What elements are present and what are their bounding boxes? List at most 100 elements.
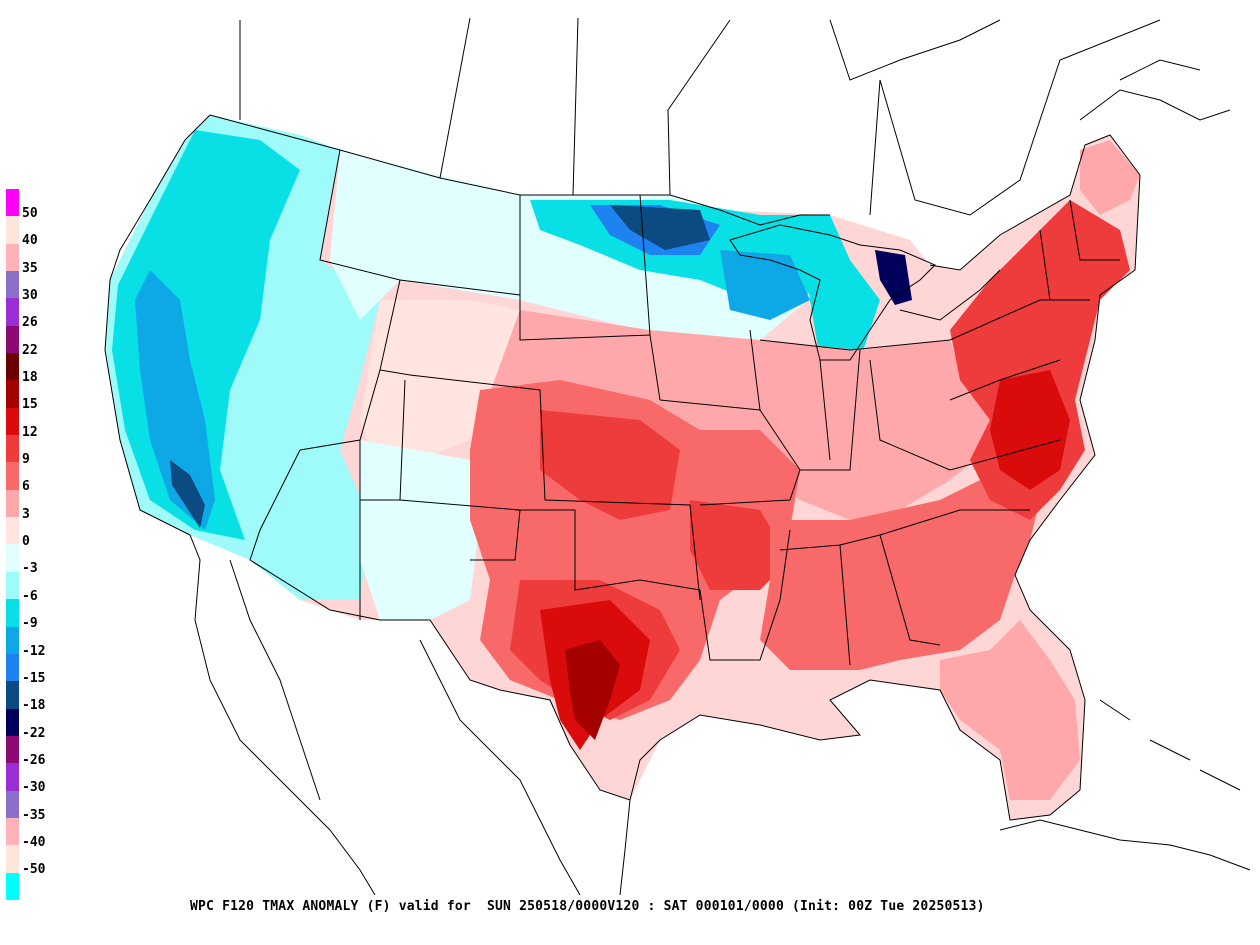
- legend-swatch: [6, 517, 19, 545]
- legend-swatch: [6, 571, 19, 600]
- legend-swatch: [6, 489, 19, 518]
- color-legend: 50 40 35 30 26 22 18 15 12 9 6 3 0 -3 -6 -9 -12 -15 -18 -22…: [6, 189, 66, 900]
- anomaly-field: [105, 115, 1140, 820]
- great-lakes: [729, 224, 936, 361]
- legend-label: 22: [22, 342, 38, 358]
- legend-label: -18: [22, 698, 46, 714]
- legend-label: 12: [22, 424, 38, 440]
- legend-label: -3: [22, 561, 38, 577]
- west-coast: [104, 114, 376, 895]
- region-mi-blue: [805, 260, 880, 360]
- legend-swatch: [6, 845, 19, 873]
- gulf-coast: [569, 574, 1086, 821]
- legend-row: -40: [6, 817, 66, 849]
- region-north-plains: [330, 150, 820, 340]
- legend-row: 0: [6, 517, 66, 549]
- legend-label: -22: [22, 725, 46, 741]
- legend-row: 26: [6, 298, 66, 330]
- legend-label: 3: [22, 506, 30, 522]
- canada-east-border: [929, 134, 1141, 271]
- legend-row: -9: [6, 599, 66, 631]
- legend-swatch: [6, 599, 19, 627]
- region-va-darkred: [990, 370, 1070, 490]
- legend-label: -9: [22, 616, 38, 632]
- legend-label: 50: [22, 206, 38, 221]
- legend-swatch: [6, 462, 19, 490]
- legend-row: -18: [6, 681, 66, 713]
- region-sierra-blue: [135, 270, 215, 530]
- legend-row: -6: [6, 571, 66, 603]
- legend-label: 26: [22, 315, 38, 331]
- legend-swatch: [6, 681, 19, 709]
- legend-row: 12: [6, 407, 66, 439]
- legend-label: 9: [22, 452, 30, 468]
- legend-label: -12: [22, 643, 46, 659]
- legend-swatch: [6, 407, 19, 436]
- legend-label: 30: [22, 288, 38, 304]
- legend-label: 0: [22, 534, 30, 550]
- legend-swatch: [6, 817, 19, 846]
- map-caption: WPC F120 TMAX ANOMALY (F) valid for SUN …: [190, 899, 985, 914]
- legend-row: [6, 872, 66, 900]
- east-coast: [1014, 174, 1141, 576]
- legend-row: -12: [6, 626, 66, 658]
- legend-label: -50: [22, 862, 46, 878]
- legend-label: -35: [22, 807, 46, 823]
- legend-swatch: [6, 435, 19, 463]
- legend-row: -15: [6, 653, 66, 685]
- legend-label: 40: [22, 233, 38, 249]
- legend-swatch: [6, 626, 19, 654]
- legend-swatch: [6, 189, 19, 217]
- cuba: [999, 819, 1251, 871]
- legend-row: 3: [6, 489, 66, 521]
- legend-swatch: [6, 735, 19, 764]
- legend-row: 50: [6, 189, 66, 221]
- legend-row: 6: [6, 462, 66, 494]
- legend-swatch: [6, 271, 19, 299]
- region-ks-red: [540, 410, 680, 520]
- legend-label: 35: [22, 260, 38, 276]
- legend-row: -30: [6, 763, 66, 795]
- legend-row: 15: [6, 380, 66, 412]
- legend-row: -50: [6, 845, 66, 877]
- legend-swatch: [6, 763, 19, 791]
- legend-swatch: [6, 298, 19, 326]
- legend-swatch: [6, 243, 19, 272]
- region-sierra-dark: [170, 460, 205, 528]
- boundaries: [104, 17, 1251, 895]
- region-wi-blue: [720, 250, 810, 320]
- legend-swatch: [6, 653, 19, 682]
- legend-row: 40: [6, 216, 66, 248]
- legend-label: 6: [22, 479, 30, 495]
- legend-row: 18: [6, 353, 66, 385]
- region-ohio-pink: [820, 350, 960, 460]
- legend-row: 9: [6, 435, 66, 467]
- legend-row: -26: [6, 735, 66, 767]
- legend-label: -30: [22, 780, 46, 796]
- legend-swatch: [6, 872, 19, 900]
- region-northeast-pink: [1080, 140, 1140, 215]
- legend-label: -6: [22, 588, 38, 604]
- legend-row: -3: [6, 544, 66, 576]
- legend-swatch: [6, 544, 19, 572]
- legend-swatch: [6, 708, 19, 736]
- legend-row: 35: [6, 243, 66, 275]
- legend-row: -35: [6, 790, 66, 822]
- region-ar-red: [690, 500, 790, 590]
- legend-swatch: [6, 353, 19, 381]
- region-fl-pink: [940, 620, 1080, 800]
- region-southeast-red: [760, 470, 1040, 670]
- legend-swatch: [6, 790, 19, 818]
- legend-swatch: [6, 380, 19, 408]
- legend-row: -22: [6, 708, 66, 740]
- legend-label: -26: [22, 752, 46, 768]
- anomaly-map: [104, 17, 1251, 895]
- legend-row: 22: [6, 325, 66, 357]
- legend-label: -15: [22, 670, 46, 686]
- region-mn-navy: [610, 205, 710, 250]
- legend-row: 30: [6, 271, 66, 303]
- region-tx-maroon: [565, 640, 620, 740]
- region-southwest-light: [360, 440, 480, 620]
- legend-swatch: [6, 325, 19, 354]
- legend-label: -40: [22, 834, 46, 850]
